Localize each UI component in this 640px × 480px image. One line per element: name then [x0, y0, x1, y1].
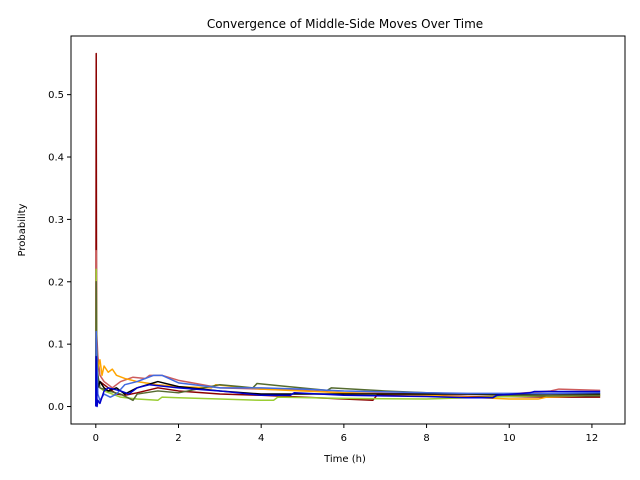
chart-title: Convergence of Middle-Side Moves Over Ti…: [207, 17, 483, 31]
y-tick-label: 0.2: [48, 277, 64, 288]
y-axis-label: Probability: [17, 203, 28, 256]
plot-frame: [70, 35, 626, 425]
x-tick-label: 0: [93, 433, 99, 444]
y-tick-label: 0.5: [48, 90, 64, 101]
series-layer: [95, 52, 601, 408]
x-tick-label: 10: [503, 433, 516, 444]
x-axis-label: Time (h): [323, 454, 366, 465]
x-tick-label: 2: [175, 433, 181, 444]
x-axis: 0 2 4 6 8 10 12: [93, 424, 599, 444]
y-axis: 0.0 0.1 0.2 0.3 0.4 0.5: [48, 90, 71, 413]
series-line-8: [95, 355, 601, 408]
x-tick-label: 4: [258, 433, 264, 444]
y-tick-label: 0.4: [48, 153, 64, 164]
x-tick-label: 8: [423, 433, 429, 444]
x-tick-label: 6: [341, 433, 347, 444]
y-tick-label: 0.3: [48, 215, 64, 226]
y-tick-label: 0.0: [48, 402, 64, 413]
x-tick-label: 12: [586, 433, 599, 444]
y-tick-label: 0.1: [48, 340, 64, 351]
